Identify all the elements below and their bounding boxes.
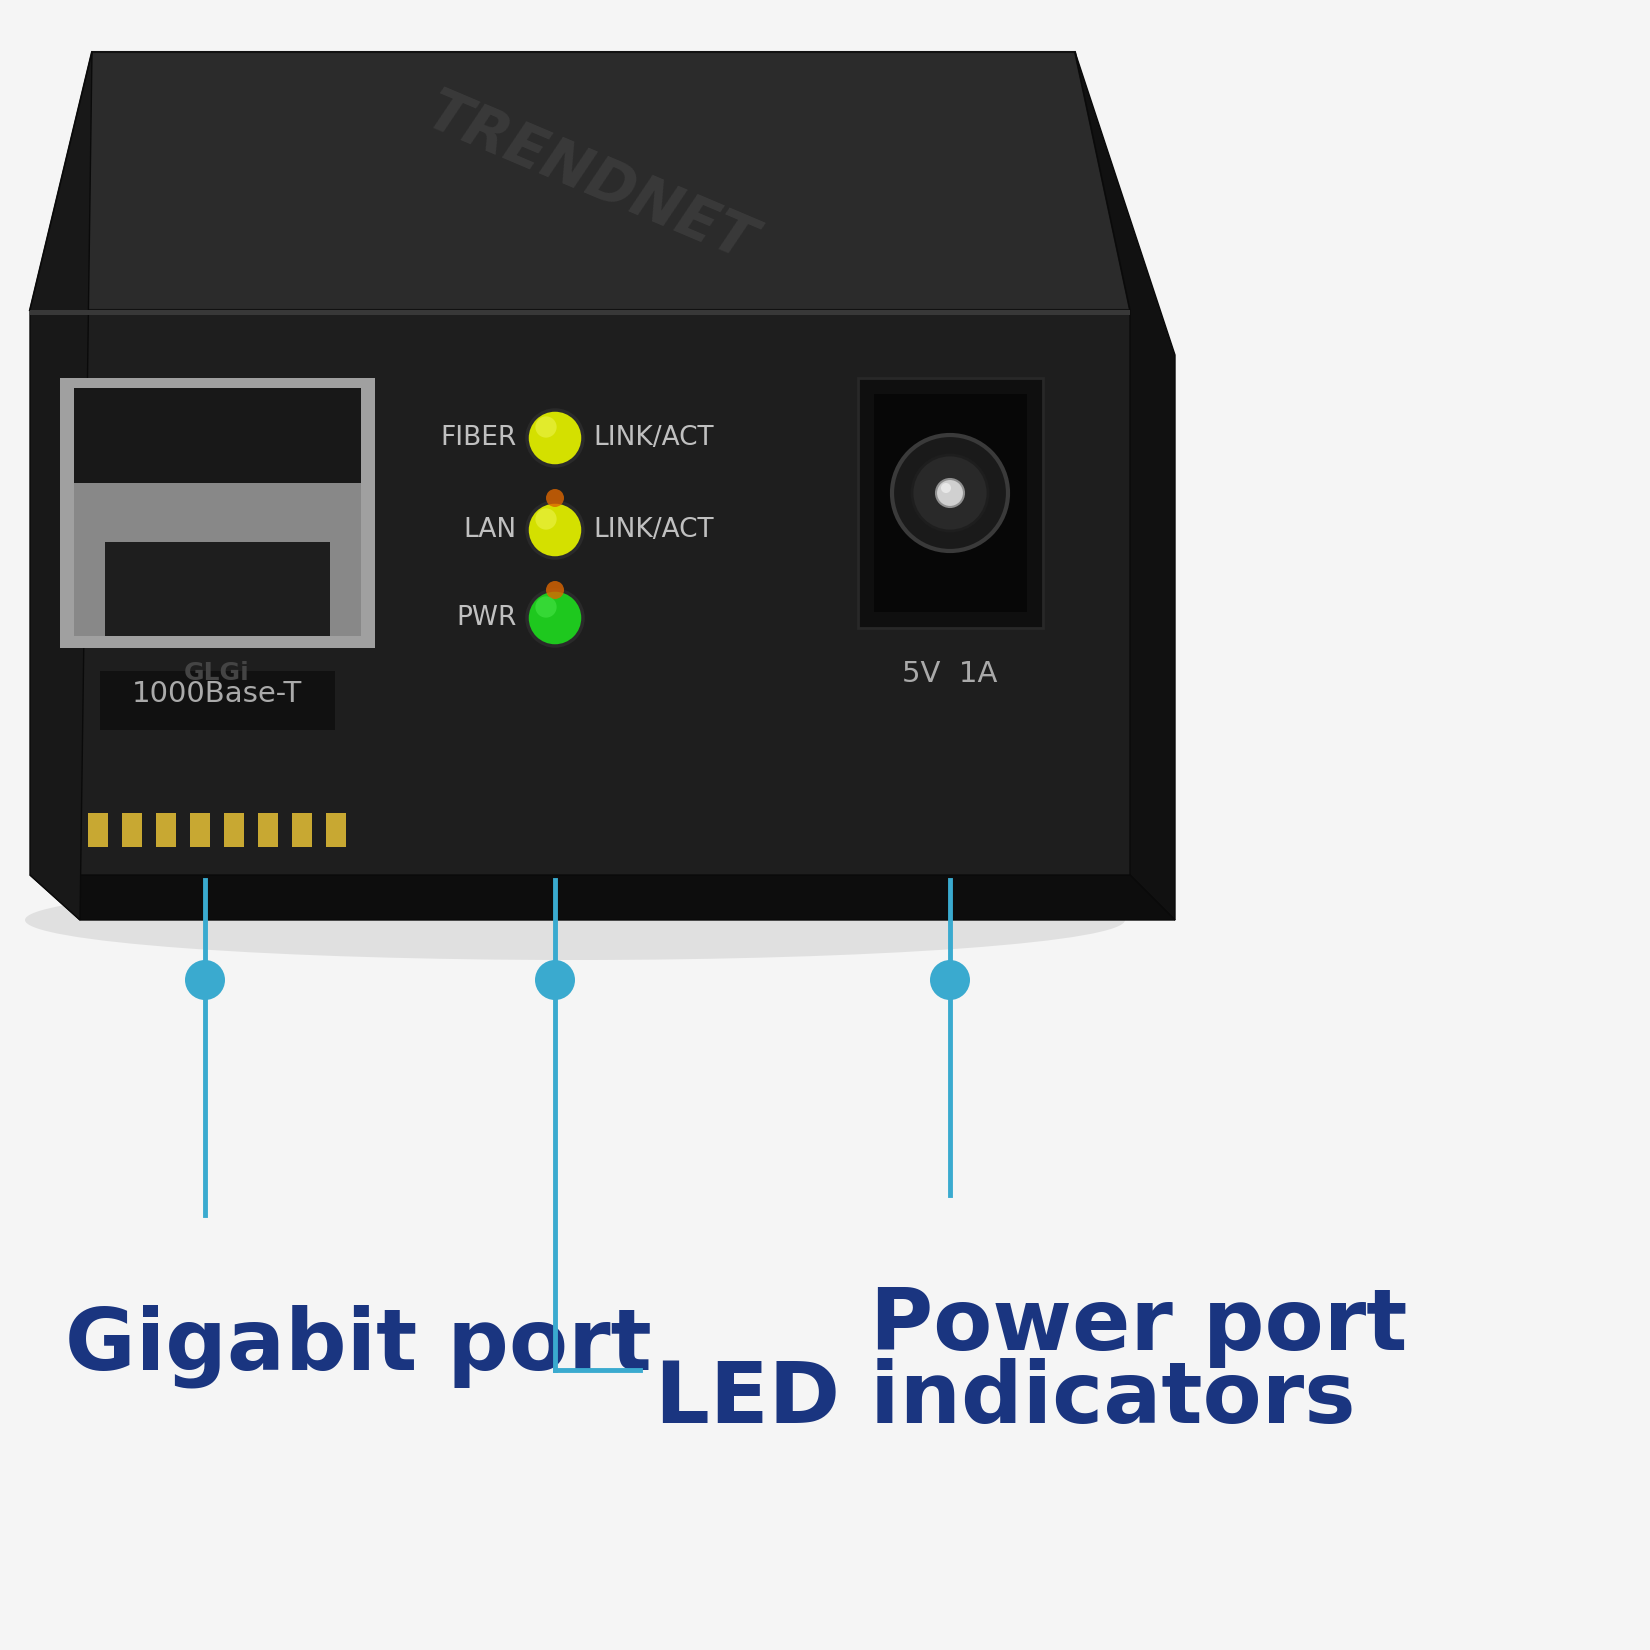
Polygon shape	[1076, 53, 1175, 921]
Bar	[874, 394, 1026, 612]
Text: Power port: Power port	[870, 1285, 1407, 1368]
Polygon shape	[30, 53, 92, 921]
Text: TRENDNET: TRENDNET	[417, 82, 762, 272]
Text: LINK/ACT: LINK/ACT	[592, 516, 713, 543]
Text: 5V  1A: 5V 1A	[903, 660, 998, 688]
Bar	[101, 672, 335, 729]
Circle shape	[546, 581, 564, 599]
Circle shape	[526, 502, 582, 558]
Bar	[327, 813, 346, 846]
Circle shape	[912, 455, 988, 531]
Circle shape	[535, 596, 556, 617]
Bar	[858, 378, 1043, 629]
Bar	[224, 813, 244, 846]
Circle shape	[893, 436, 1008, 551]
Text: LAN: LAN	[464, 516, 516, 543]
Bar	[74, 483, 361, 635]
Bar	[30, 310, 1130, 874]
Bar	[292, 813, 312, 846]
Ellipse shape	[25, 879, 1125, 960]
Circle shape	[185, 960, 224, 1000]
Bar	[59, 378, 375, 648]
Polygon shape	[30, 874, 1175, 921]
Bar	[87, 813, 107, 846]
Circle shape	[535, 508, 556, 530]
Circle shape	[546, 488, 564, 507]
Circle shape	[931, 960, 970, 1000]
Circle shape	[535, 960, 574, 1000]
Circle shape	[526, 409, 582, 465]
Bar	[106, 541, 330, 635]
Circle shape	[535, 416, 556, 437]
Circle shape	[526, 591, 582, 647]
Bar	[157, 813, 177, 846]
Text: GLGi: GLGi	[185, 662, 249, 685]
Text: FIBER: FIBER	[441, 426, 516, 450]
Bar	[30, 310, 1130, 315]
Bar	[74, 388, 361, 635]
Bar	[122, 813, 142, 846]
Bar	[190, 813, 210, 846]
Polygon shape	[30, 53, 1130, 310]
Bar	[257, 813, 277, 846]
Circle shape	[940, 483, 950, 493]
Circle shape	[936, 478, 964, 507]
Text: 1000Base-T: 1000Base-T	[132, 680, 302, 708]
Text: PWR: PWR	[457, 606, 516, 630]
Text: Gigabit port: Gigabit port	[64, 1305, 652, 1389]
Text: LED indicators: LED indicators	[655, 1358, 1356, 1440]
Text: LINK/ACT: LINK/ACT	[592, 426, 713, 450]
